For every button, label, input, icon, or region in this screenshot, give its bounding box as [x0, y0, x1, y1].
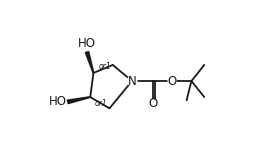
- Text: HO: HO: [49, 95, 67, 108]
- Text: or1: or1: [98, 62, 111, 71]
- Ellipse shape: [127, 77, 137, 85]
- Text: N: N: [128, 75, 136, 87]
- Polygon shape: [67, 97, 90, 104]
- Polygon shape: [85, 52, 94, 73]
- Ellipse shape: [168, 77, 176, 85]
- Text: HO: HO: [78, 37, 96, 50]
- Text: O: O: [168, 75, 177, 87]
- Text: O: O: [148, 97, 158, 110]
- Ellipse shape: [149, 100, 157, 107]
- Text: or1: or1: [94, 99, 107, 109]
